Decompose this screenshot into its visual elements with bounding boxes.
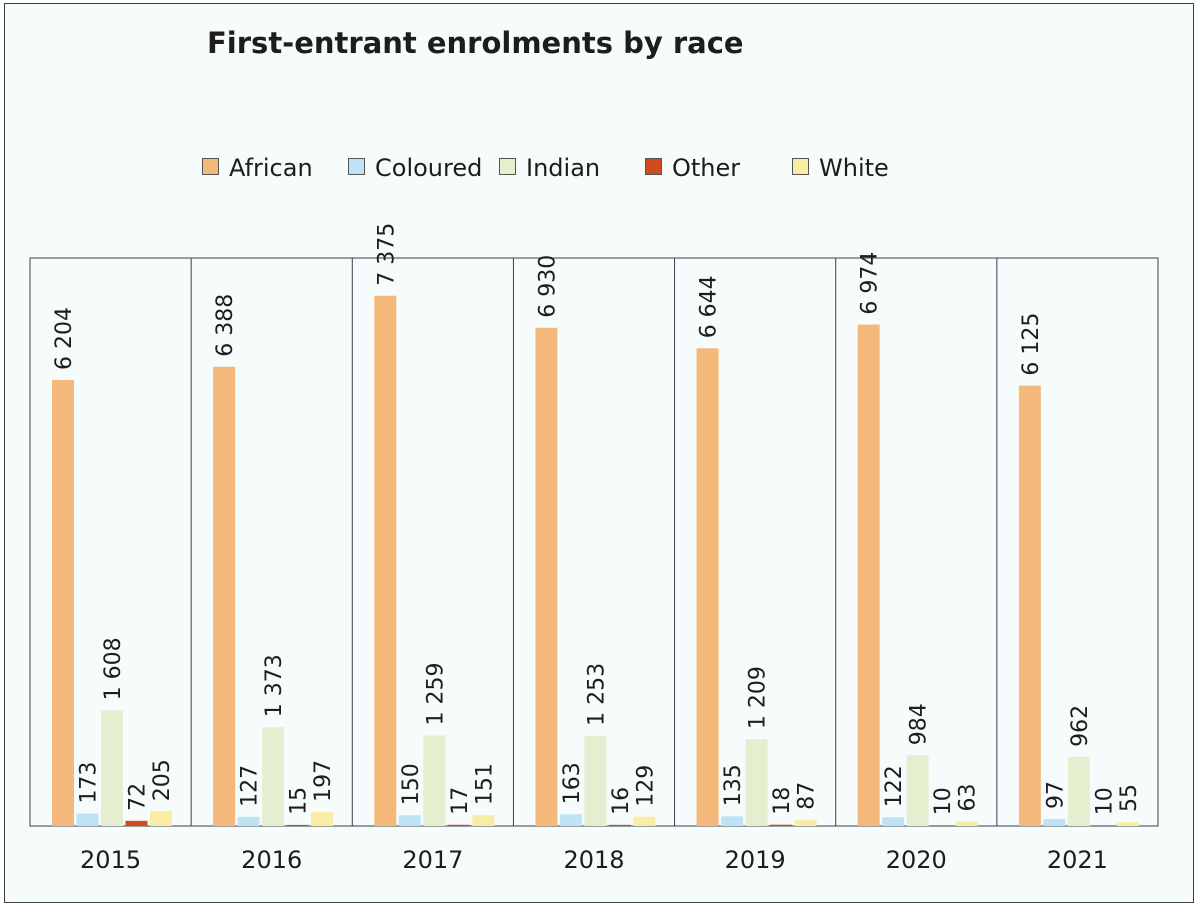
legend-swatch-indian	[499, 158, 516, 175]
data-label-white-2018: 129	[633, 765, 658, 807]
legend-label-other: Other	[672, 154, 741, 182]
data-label-white-2015: 205	[150, 759, 175, 801]
bar-coloured-2017	[398, 815, 421, 826]
data-label-african-2016: 6 388	[213, 294, 238, 357]
data-label-other-2015: 72	[126, 783, 151, 811]
bar-indian-2016	[262, 727, 285, 826]
bar-coloured-2021	[1043, 819, 1066, 826]
bar-other-2016	[286, 824, 309, 826]
data-label-other-2017: 17	[448, 787, 473, 815]
bar-coloured-2020	[882, 817, 905, 826]
data-label-african-2021: 6 125	[1019, 313, 1044, 376]
x-tick-label-2020: 2020	[886, 846, 947, 874]
data-label-african-2019: 6 644	[697, 275, 722, 338]
bar-other-2020	[931, 825, 954, 826]
data-label-other-2018: 16	[609, 787, 634, 815]
x-tick-label-2021: 2021	[1047, 846, 1108, 874]
x-tick-label-2015: 2015	[80, 846, 141, 874]
legend-swatch-other	[645, 158, 662, 175]
data-label-coloured-2021: 97	[1043, 781, 1068, 809]
bar-white-2019	[794, 819, 817, 826]
data-label-indian-2020: 984	[907, 703, 932, 745]
bar-african-2021	[1018, 385, 1041, 826]
data-label-coloured-2018: 163	[560, 762, 585, 804]
legend-label-coloured: Coloured	[375, 154, 483, 182]
data-label-white-2020: 63	[956, 783, 981, 811]
legend-swatch-coloured	[348, 158, 365, 175]
bar-african-2019	[696, 348, 719, 826]
data-label-white-2016: 197	[311, 760, 336, 802]
data-label-coloured-2020: 122	[882, 765, 907, 807]
bar-indian-2018	[584, 735, 607, 826]
legend-swatch-african	[202, 158, 219, 175]
bar-white-2018	[633, 816, 656, 826]
data-label-other-2016: 15	[287, 787, 312, 815]
data-label-white-2017: 151	[472, 763, 497, 805]
bar-indian-2020	[906, 755, 929, 826]
data-label-indian-2018: 1 253	[584, 663, 609, 726]
data-label-coloured-2019: 135	[721, 764, 746, 806]
x-tick-label-2017: 2017	[402, 846, 463, 874]
bar-african-2020	[857, 324, 880, 826]
bar-african-2015	[52, 379, 74, 826]
bar-indian-2019	[745, 739, 768, 826]
data-label-indian-2016: 1 373	[262, 654, 287, 717]
bar-white-2017	[472, 815, 495, 826]
data-label-coloured-2016: 127	[238, 765, 263, 807]
legend-label-indian: Indian	[526, 154, 601, 182]
legend-label-african: African	[229, 154, 313, 182]
data-label-indian-2015: 1 608	[101, 637, 126, 700]
x-tick-label-2019: 2019	[725, 846, 786, 874]
data-label-other-2019: 18	[770, 787, 795, 815]
bar-coloured-2018	[559, 814, 582, 826]
data-label-african-2018: 6 930	[535, 255, 560, 318]
bar-white-2020	[955, 821, 978, 826]
chart-title: First-entrant enrolments by race	[207, 26, 744, 60]
x-tick-label-2016: 2016	[241, 846, 302, 874]
data-label-indian-2017: 1 259	[423, 662, 448, 725]
bar-african-2017	[374, 295, 397, 826]
data-label-african-2020: 6 974	[858, 252, 883, 315]
bar-white-2016	[311, 811, 334, 826]
data-label-white-2021: 55	[1117, 784, 1142, 812]
data-label-coloured-2015: 173	[77, 762, 102, 804]
bar-other-2015	[125, 820, 148, 826]
data-label-indian-2019: 1 209	[746, 666, 771, 729]
bar-other-2021	[1092, 825, 1115, 826]
bar-indian-2017	[423, 735, 446, 826]
x-tick-label-2018: 2018	[563, 846, 624, 874]
bar-other-2018	[608, 824, 631, 826]
bar-white-2021	[1116, 822, 1139, 826]
bar-coloured-2016	[237, 816, 260, 826]
data-label-other-2021: 10	[1092, 787, 1117, 815]
bar-indian-2015	[101, 710, 123, 826]
legend-swatch-white	[792, 158, 809, 175]
data-label-coloured-2017: 150	[399, 763, 424, 805]
bar-white-2015	[150, 811, 172, 826]
legend-label-white: White	[819, 154, 889, 182]
bar-coloured-2015	[76, 813, 99, 826]
bar-indian-2021	[1067, 756, 1090, 826]
bar-other-2019	[770, 824, 793, 826]
data-label-other-2020: 10	[931, 787, 956, 815]
data-label-white-2019: 87	[795, 782, 820, 810]
bar-african-2018	[535, 327, 558, 826]
bar-coloured-2019	[721, 816, 744, 826]
bar-african-2016	[213, 366, 236, 826]
data-label-african-2017: 7 375	[374, 223, 399, 286]
bar-other-2017	[447, 824, 470, 826]
data-label-african-2015: 6 204	[52, 307, 77, 370]
data-label-indian-2021: 962	[1068, 705, 1093, 747]
